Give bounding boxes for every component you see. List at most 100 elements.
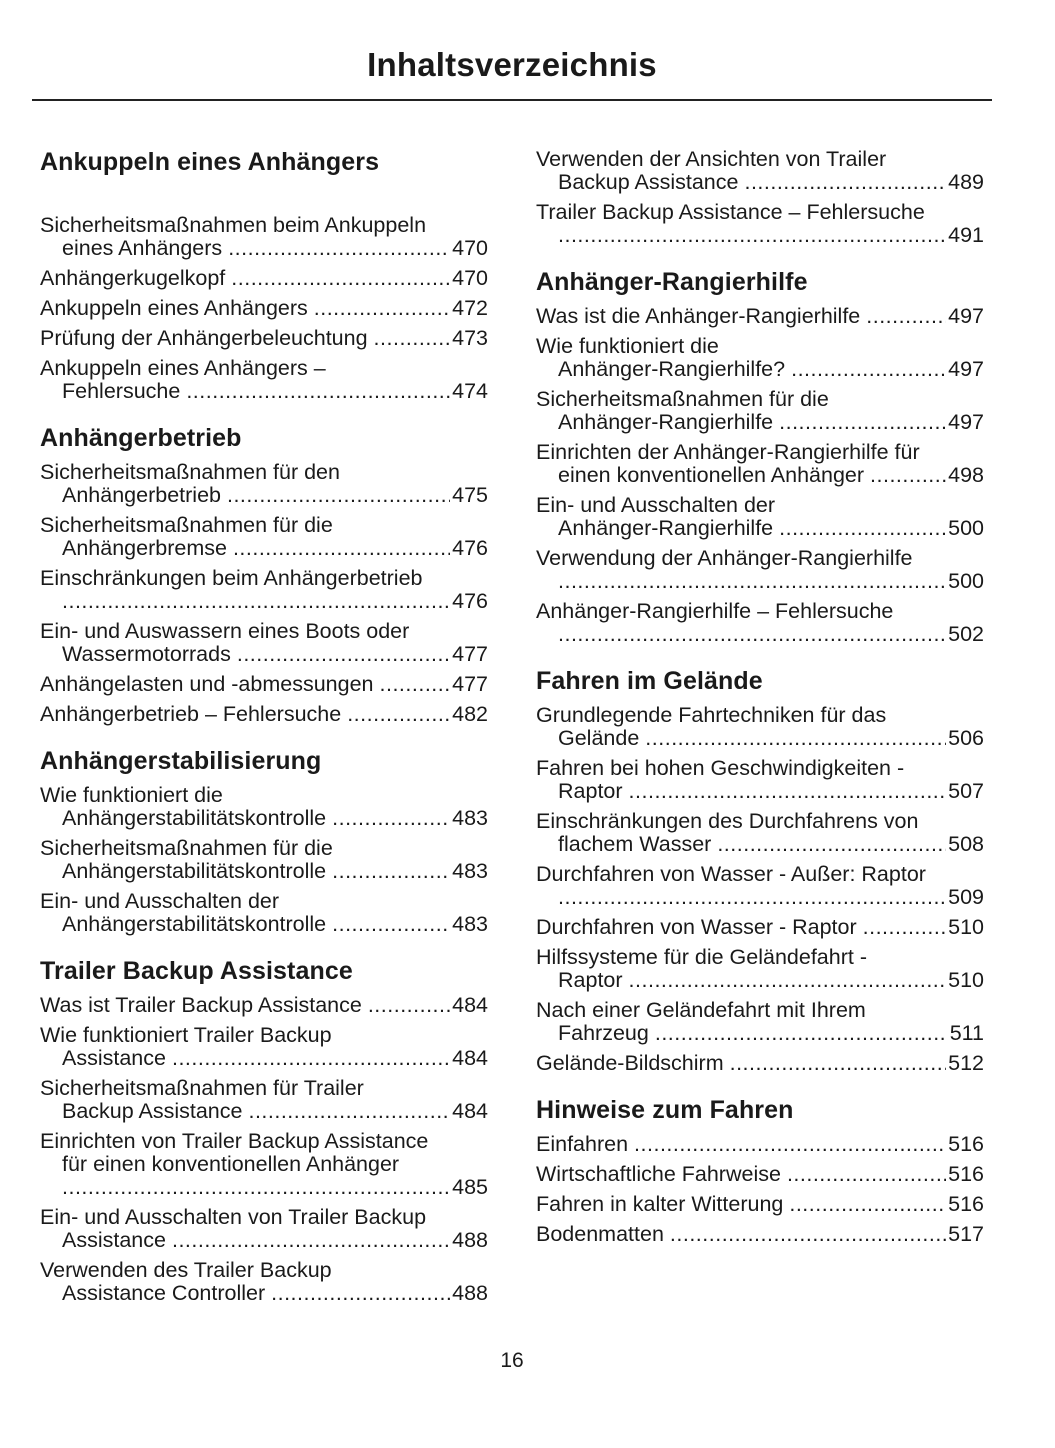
entry-text: Sicherheitsmaßnahmen beim Ankuppeln xyxy=(40,213,427,237)
entry-text: Wassermotorrads xyxy=(62,642,231,666)
toc-entry[interactable]: Verwenden des Trailer Backup Assistance C… xyxy=(40,1259,488,1305)
toc-entry[interactable]: Einrichten der Anhänger-Rangierhilfe für… xyxy=(536,441,984,487)
entry-line: Ankuppeln eines Anhängers 472 xyxy=(40,297,488,320)
entry-text: Anhängerstabilitätskontrolle xyxy=(62,859,327,883)
toc-left-column: Ankuppeln eines Anhängers Sicherheitsmaßn… xyxy=(40,147,488,1312)
toc-entry[interactable]: Sicherheitsmaßnahmen für Trailer Backup A… xyxy=(40,1077,488,1123)
toc-entry[interactable]: Wie funktioniert die Anhänger-Rangierhilf… xyxy=(536,335,984,381)
toc-entry[interactable]: Nach einer Geländefahrt mit Ihrem Fahrzeu… xyxy=(536,999,984,1045)
toc-entry[interactable]: Gelände-Bildschirm 512 xyxy=(536,1052,984,1075)
toc-entry[interactable]: Verwendung der Anhänger-Rangierhilfe 500 xyxy=(536,547,984,593)
entry-text: Bodenmatten xyxy=(536,1222,664,1246)
dot-leader xyxy=(332,807,450,830)
entry-page-number: 473 xyxy=(452,326,488,350)
entry-line: Anhängerbetrieb 475 xyxy=(40,484,488,507)
entry-text: Verwenden der Ansichten von Trailer xyxy=(536,147,887,171)
entry-page-number: 472 xyxy=(452,296,488,320)
toc-entry[interactable]: Durchfahren von Wasser - Raptor 510 xyxy=(536,916,984,939)
toc-entry[interactable]: Verwenden der Ansichten von Trailer Backu… xyxy=(536,148,984,194)
entry-line: Assistance 488 xyxy=(40,1229,488,1252)
toc-entry[interactable]: Wie funktioniert die Anhängerstabilitätsk… xyxy=(40,784,488,830)
toc-entry[interactable]: Durchfahren von Wasser - Außer: Raptor 50… xyxy=(536,863,984,909)
toc-entry[interactable]: Sicherheitsmaßnahmen für die Anhängerstab… xyxy=(40,837,488,883)
toc-entry[interactable]: Fahren in kalter Witterung 516 xyxy=(536,1193,984,1216)
toc-entry[interactable]: Trailer Backup Assistance – Fehlersuche 4… xyxy=(536,201,984,247)
entry-page-number: 483 xyxy=(452,806,488,830)
toc-entry[interactable]: Sicherheitsmaßnahmen für die Anhängerbrem… xyxy=(40,514,488,560)
entry-text: Verwendung der Anhänger-Rangierhilfe xyxy=(536,546,913,570)
dot-leader xyxy=(380,673,451,696)
toc-entry[interactable]: Sicherheitsmaßnahmen für den Anhängerbetr… xyxy=(40,461,488,507)
toc-entry[interactable]: Ein- und Ausschalten der Anhänger-Rangier… xyxy=(536,494,984,540)
entry-text: Gelände xyxy=(558,726,640,750)
toc-entry[interactable]: Fahren bei hohen Geschwindigkeiten - Rapt… xyxy=(536,757,984,803)
entry-page-number: 506 xyxy=(948,726,984,750)
toc-entry[interactable]: Was ist Trailer Backup Assistance 484 xyxy=(40,994,488,1017)
entry-line: Raptor 510 xyxy=(536,969,984,992)
toc-entry[interactable]: Anhänger-Rangierhilfe – Fehlersuche 502 xyxy=(536,600,984,646)
toc-entry[interactable]: Wie funktioniert Trailer Backup Assistanc… xyxy=(40,1024,488,1070)
entry-text: Prüfung der Anhängerbeleuchtung xyxy=(40,326,368,350)
entry-text: Trailer Backup Assistance – Fehlersuche xyxy=(536,200,925,224)
entry-page-number: 500 xyxy=(948,569,984,593)
toc-entry[interactable]: Ankuppeln eines Anhängers 472 xyxy=(40,297,488,320)
toc-entry[interactable]: Hilfssysteme für die Geländefahrt - Rapto… xyxy=(536,946,984,992)
entry-line: Anhängerbetrieb – Fehlersuche 482 xyxy=(40,703,488,726)
entry-page-number: 510 xyxy=(948,915,984,939)
entry-text: einen konventionellen Anhänger xyxy=(558,463,865,487)
toc-entry[interactable]: Bodenmatten 517 xyxy=(536,1223,984,1246)
entry-text: Einfahren xyxy=(536,1132,629,1156)
dot-leader xyxy=(374,327,451,350)
entry-text: Backup Assistance xyxy=(62,1099,243,1123)
entry-text: Grundlegende Fahrtechniken für das xyxy=(536,703,887,727)
entry-page-number: 484 xyxy=(452,1099,488,1123)
section-heading: Fahren im Gelände xyxy=(536,667,763,695)
entry-text: Durchfahren von Wasser - Außer: Raptor xyxy=(536,862,926,886)
entry-page-number: 475 xyxy=(452,483,488,507)
entry-line: Backup Assistance 484 xyxy=(40,1100,488,1123)
toc-entry[interactable]: Ankuppeln eines Anhängers –Fehlersuche 47… xyxy=(40,357,488,403)
toc-entry[interactable]: Einschränkungen des Durchfahrens von flac… xyxy=(536,810,984,856)
toc-entry[interactable]: Grundlegende Fahrtechniken für das Geländ… xyxy=(536,704,984,750)
entry-text: Was ist die Anhänger-Rangierhilfe xyxy=(536,304,861,328)
toc-entry[interactable]: Einrichten von Trailer Backup Assistance… xyxy=(40,1130,488,1199)
entry-page-number: 497 xyxy=(948,357,984,381)
toc-entry[interactable]: Ein- und Ausschalten der Anhängerstabilit… xyxy=(40,890,488,936)
toc-entry[interactable]: Wirtschaftliche Fahrweise 516 xyxy=(536,1163,984,1186)
toc-entry[interactable]: Sicherheitsmaßnahmen für die Anhänger-Ran… xyxy=(536,388,984,434)
entry-text: Einschränkungen des Durchfahrens von xyxy=(536,809,919,833)
entry-text: Anhängerkugelkopf xyxy=(40,266,226,290)
toc-entry[interactable]: Einschränkungen beim Anhängerbetrieb 476 xyxy=(40,567,488,613)
toc-entry[interactable]: Ein- und Auswassern eines Boots oder Wass… xyxy=(40,620,488,666)
entry-text: Raptor xyxy=(558,968,623,992)
entry-page-number: 485 xyxy=(452,1175,488,1199)
dot-leader xyxy=(172,1229,450,1252)
toc-entry[interactable]: Sicherheitsmaßnahmen beim Ankuppeln eines… xyxy=(40,214,488,260)
toc-entry[interactable]: Was ist die Anhänger-Rangierhilfe 497 xyxy=(536,305,984,328)
entry-page-number: 498 xyxy=(948,463,984,487)
entry-text: Anhängerbetrieb xyxy=(62,483,221,507)
toc-entry[interactable]: Anhängerbetrieb – Fehlersuche 482 xyxy=(40,703,488,726)
dot-leader xyxy=(558,623,946,646)
entry-line: flachem Wasser 508 xyxy=(536,833,984,856)
entry-line: Assistance Controller 488 xyxy=(40,1282,488,1305)
dot-leader xyxy=(634,1133,946,1156)
toc-entry[interactable]: Einfahren 516 xyxy=(536,1133,984,1156)
toc-entry[interactable]: Ein- und Ausschalten von Trailer Backup A… xyxy=(40,1206,488,1252)
dot-leader xyxy=(558,224,946,247)
entry-line: Anhängerkugelkopf 470 xyxy=(40,267,488,290)
entry-text: Raptor xyxy=(558,779,623,803)
entry-text: Fahrzeug xyxy=(558,1021,649,1045)
entry-page-number: 482 xyxy=(452,702,488,726)
entry-page-number: 488 xyxy=(452,1228,488,1252)
toc-entry[interactable]: Prüfung der Anhängerbeleuchtung 473 xyxy=(40,327,488,350)
entry-line: Bodenmatten 517 xyxy=(536,1223,984,1246)
entry-line: Prüfung der Anhängerbeleuchtung 473 xyxy=(40,327,488,350)
entry-text: Assistance xyxy=(62,1228,166,1252)
entry-page-number: 470 xyxy=(452,266,488,290)
entry-page-number: 491 xyxy=(948,223,984,247)
toc-entry[interactable]: Anhängerkugelkopf 470 xyxy=(40,267,488,290)
entry-page-number: 512 xyxy=(948,1051,984,1075)
entry-line: Anhänger-Rangierhilfe? 497 xyxy=(536,358,984,381)
toc-entry[interactable]: Anhängelasten und -abmessungen 477 xyxy=(40,673,488,696)
